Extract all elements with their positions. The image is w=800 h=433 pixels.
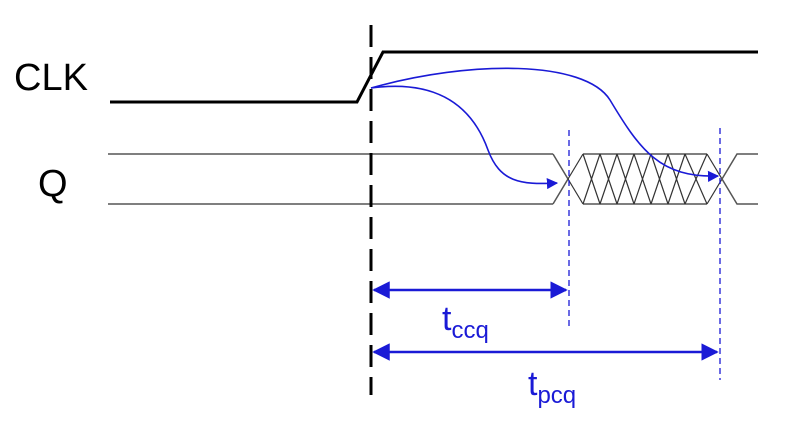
clk-to-q-contamination-arrow [370, 85, 559, 190]
q-label: Q [38, 163, 68, 205]
clk-label: CLK [14, 57, 88, 99]
q-uncertainty-region [567, 153, 723, 205]
clk-waveform [110, 50, 758, 104]
tpcq-label: tpcq [528, 365, 576, 409]
q-waveform [108, 153, 758, 205]
clk-to-q-propagation-arrow [370, 67, 720, 182]
tccq-label: tccq [442, 300, 489, 344]
